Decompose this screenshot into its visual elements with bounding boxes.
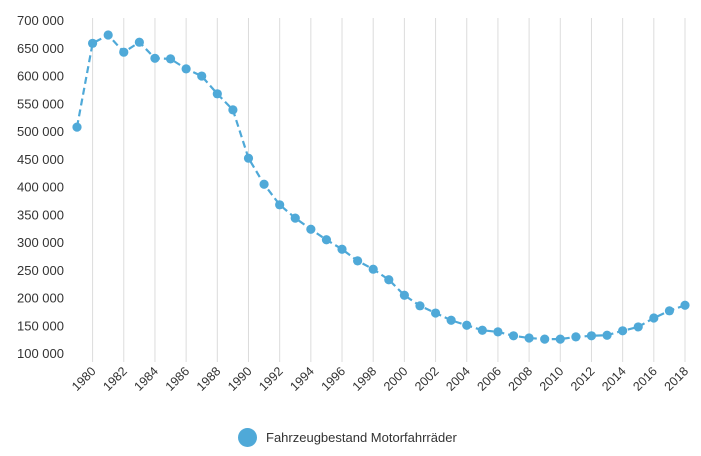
y-tick-label: 250 000 bbox=[17, 263, 64, 278]
data-point[interactable] bbox=[290, 213, 300, 223]
data-point[interactable] bbox=[368, 264, 378, 274]
y-tick-label: 600 000 bbox=[17, 69, 64, 84]
data-point[interactable] bbox=[243, 153, 254, 163]
data-point[interactable] bbox=[321, 235, 332, 245]
x-tick-label: 1990 bbox=[225, 364, 255, 394]
data-point[interactable] bbox=[524, 333, 534, 343]
data-point[interactable] bbox=[586, 331, 597, 341]
y-tick-label: 150 000 bbox=[17, 318, 64, 333]
data-point[interactable] bbox=[119, 47, 129, 57]
x-tick-label: 1988 bbox=[194, 364, 224, 394]
data-point[interactable] bbox=[165, 54, 176, 64]
data-point[interactable] bbox=[337, 244, 347, 254]
data-point[interactable] bbox=[602, 330, 612, 340]
line-chart: 100 000 150 000 200 000 250 000 300 000 350 0… bbox=[17, 13, 692, 394]
x-tick-label: 1982 bbox=[100, 364, 130, 394]
x-tick-label: 1998 bbox=[350, 364, 380, 394]
data-point[interactable] bbox=[275, 200, 285, 210]
x-tick-label: 1986 bbox=[163, 364, 193, 394]
data-point[interactable] bbox=[399, 290, 409, 300]
data-point[interactable] bbox=[477, 325, 487, 335]
x-tick-label: 1994 bbox=[287, 364, 317, 394]
x-tick-label: 2010 bbox=[537, 364, 567, 394]
data-point[interactable] bbox=[197, 71, 207, 81]
y-tick-label: 500 000 bbox=[17, 124, 64, 139]
data-point[interactable] bbox=[680, 300, 690, 310]
data-point[interactable] bbox=[212, 89, 222, 99]
data-point[interactable] bbox=[508, 331, 519, 341]
y-tick-label: 350 000 bbox=[17, 207, 64, 222]
data-point[interactable] bbox=[134, 37, 144, 47]
y-tick-label: 450 000 bbox=[17, 152, 64, 167]
data-point[interactable] bbox=[306, 224, 316, 234]
data-point[interactable] bbox=[150, 53, 160, 63]
x-tick-label: 2006 bbox=[474, 364, 504, 394]
data-point[interactable] bbox=[664, 306, 675, 316]
data-point[interactable] bbox=[72, 122, 82, 132]
data-point[interactable] bbox=[618, 326, 628, 336]
x-tick-label: 2012 bbox=[568, 364, 598, 394]
data-point[interactable] bbox=[353, 256, 363, 266]
x-tick-label: 1984 bbox=[132, 364, 162, 394]
x-tick-label: 1996 bbox=[319, 364, 349, 394]
y-tick-label: 650 000 bbox=[17, 41, 64, 56]
data-point[interactable] bbox=[228, 105, 238, 115]
x-tick-label: 2008 bbox=[506, 364, 536, 394]
y-tick-label: 700 000 bbox=[17, 13, 64, 28]
x-tick-label: 2014 bbox=[599, 364, 629, 394]
y-tick-label: 100 000 bbox=[17, 346, 64, 361]
y-tick-label: 200 000 bbox=[17, 291, 64, 306]
x-tick-label: 2018 bbox=[662, 364, 692, 394]
data-point[interactable] bbox=[103, 30, 113, 40]
x-tick-label: 2000 bbox=[381, 364, 411, 394]
x-tick-label: 2016 bbox=[630, 364, 660, 394]
data-point[interactable] bbox=[446, 315, 456, 325]
data-point[interactable] bbox=[493, 327, 503, 337]
data-point[interactable] bbox=[540, 334, 550, 344]
x-tick-label: 2002 bbox=[412, 364, 442, 394]
x-tick-label: 1980 bbox=[69, 364, 99, 394]
x-tick-label: 2004 bbox=[443, 364, 473, 394]
legend-label: Fahrzeugbestand Motorfahrräder bbox=[266, 430, 457, 445]
data-point[interactable] bbox=[462, 320, 472, 330]
y-tick-label: 550 000 bbox=[17, 96, 64, 111]
legend-marker-icon bbox=[238, 428, 257, 447]
x-tick-label: 1992 bbox=[256, 364, 286, 394]
series-line bbox=[75, 33, 686, 341]
data-point[interactable] bbox=[649, 313, 659, 323]
data-point[interactable] bbox=[555, 334, 565, 344]
data-point[interactable] bbox=[571, 332, 581, 342]
data-point[interactable] bbox=[633, 322, 643, 332]
data-point[interactable] bbox=[430, 308, 441, 318]
data-point[interactable] bbox=[415, 301, 425, 311]
data-point[interactable] bbox=[181, 64, 191, 74]
y-tick-label: 300 000 bbox=[17, 235, 64, 250]
legend[interactable]: Fahrzeugbestand Motorfahrräder bbox=[238, 428, 457, 447]
data-point[interactable] bbox=[384, 275, 394, 285]
data-point[interactable] bbox=[87, 38, 98, 48]
y-tick-label: 400 000 bbox=[17, 180, 64, 195]
data-point[interactable] bbox=[259, 179, 269, 189]
